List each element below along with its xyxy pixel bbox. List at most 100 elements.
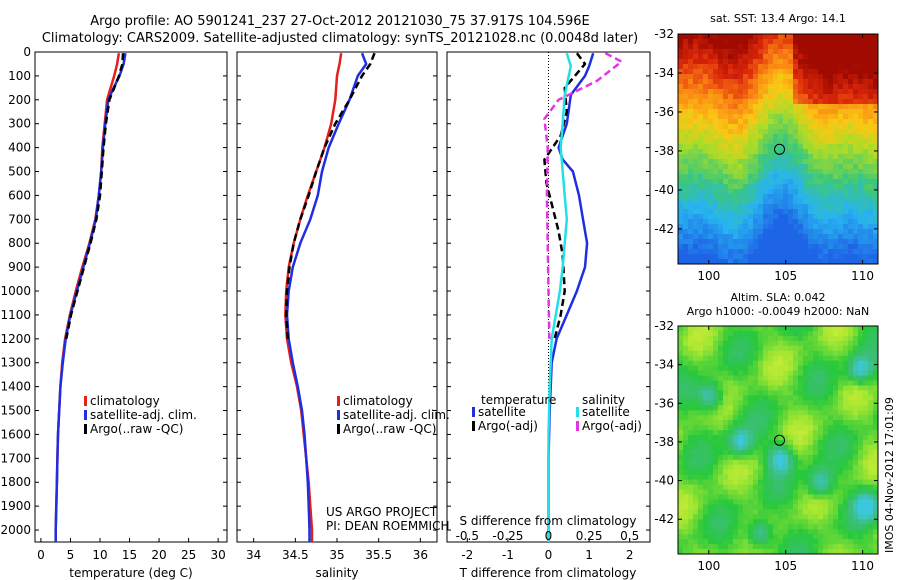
map-cell (758, 189, 764, 195)
map-cell (798, 49, 804, 55)
map-cell (873, 405, 879, 411)
map-cell (678, 355, 684, 362)
map-cell (863, 444, 869, 451)
map-cell (808, 124, 814, 130)
salinity-plot-area (237, 51, 437, 542)
map-cell (763, 405, 769, 411)
map-cell (773, 139, 779, 145)
map-cell (688, 134, 694, 140)
map-cell (733, 514, 739, 520)
map-cell (788, 544, 794, 550)
map-cell (698, 169, 704, 175)
map-cell (838, 179, 844, 185)
map-cell (753, 365, 759, 372)
map-cell (758, 119, 764, 125)
map-cell (813, 380, 819, 386)
map-cell (763, 99, 769, 105)
map-cell (743, 89, 749, 95)
map-cell (778, 444, 784, 451)
map-cell (838, 49, 844, 55)
map-cell (868, 415, 874, 421)
map-cell (723, 139, 729, 145)
map-cell (843, 254, 849, 260)
map-cell (788, 84, 794, 90)
map-cell (688, 99, 694, 105)
map-cell (803, 410, 809, 416)
map-cell (853, 410, 859, 416)
map-cell (748, 219, 754, 225)
map-cell (808, 169, 814, 175)
legend-swatch-s-satellite (576, 407, 579, 417)
map-cell (738, 179, 744, 185)
map-cell (828, 189, 834, 195)
map-cell (718, 209, 724, 215)
map-cell (833, 355, 839, 362)
map-cell (683, 435, 689, 441)
map-cell (733, 449, 739, 456)
map-cell (713, 345, 719, 352)
map-cell (763, 430, 769, 436)
map-cell (863, 124, 869, 130)
map-cell (803, 524, 809, 530)
map-cell (728, 454, 734, 461)
map-y-tick-label: -38 (654, 144, 674, 158)
map-cell (788, 94, 794, 100)
map-cell (723, 420, 729, 426)
map-cell (703, 410, 709, 416)
map-cell (873, 174, 879, 180)
map-cell (793, 385, 799, 391)
y-tick-label: 2000 (0, 523, 31, 537)
map-cell (713, 400, 719, 406)
series-line (547, 52, 573, 542)
map-cell (818, 410, 824, 416)
map-cell (788, 380, 794, 386)
map-cell (753, 449, 759, 456)
map-cell (838, 214, 844, 220)
map-cell (838, 449, 844, 456)
map-cell (728, 459, 734, 466)
map-cell (838, 370, 844, 376)
map-cell (738, 484, 744, 490)
map-cell (848, 234, 854, 240)
map-cell (833, 89, 839, 95)
map-cell (863, 109, 869, 115)
map-cell (828, 529, 834, 535)
map-cell (728, 534, 734, 540)
map-cell (798, 459, 804, 466)
map-cell (783, 375, 789, 381)
map-cell (753, 214, 759, 220)
map-cell (803, 385, 809, 391)
map-cell (868, 214, 874, 220)
map-cell (868, 129, 874, 135)
map-cell (708, 350, 714, 357)
map-cell (803, 239, 809, 245)
map-cell (863, 104, 869, 110)
map-cell (833, 74, 839, 80)
map-cell (843, 79, 849, 85)
map-cell (743, 469, 749, 476)
map-cell (798, 425, 804, 431)
map-cell (813, 459, 819, 466)
map-cell (713, 326, 719, 332)
map-cell (718, 149, 724, 155)
map-cell (683, 345, 689, 352)
map-cell (838, 84, 844, 90)
map-cell (798, 114, 804, 120)
map-cell (683, 355, 689, 362)
map-cell (708, 104, 714, 110)
map-cell (848, 249, 854, 255)
map-cell (778, 214, 784, 220)
map-cell (818, 345, 824, 352)
map-cell (748, 350, 754, 357)
map-cell (683, 370, 689, 376)
map-cell (788, 365, 794, 372)
map-cell (743, 514, 749, 520)
map-cell (793, 224, 799, 230)
map-cell (838, 345, 844, 352)
legend-swatch-s-argo (576, 421, 579, 431)
map-cell (758, 326, 764, 332)
map-cell (773, 385, 779, 391)
map-cell (698, 410, 704, 416)
map-cell (868, 249, 874, 255)
map-cell (738, 340, 744, 347)
